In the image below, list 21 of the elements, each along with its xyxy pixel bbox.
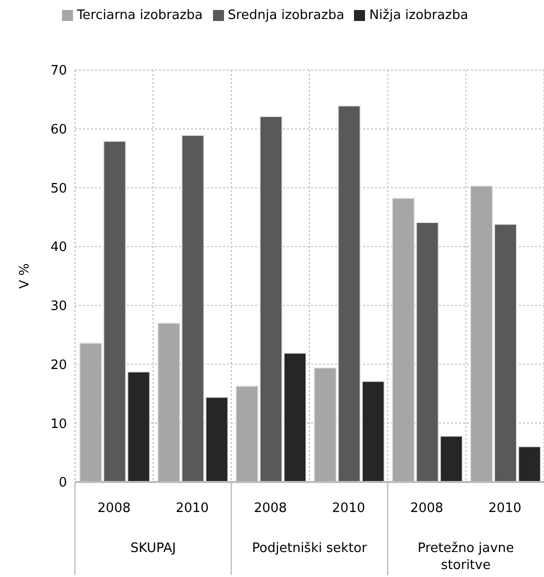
- text: Pretežno javne storitve: [418, 541, 514, 573]
- y-tick-label: 70: [50, 64, 67, 79]
- y-tick-label: 10: [50, 416, 67, 432]
- legend-label: Srednja izobrazba: [228, 8, 344, 23]
- x-tick-label: 2008: [410, 501, 444, 516]
- legend-label: Terciarna izobrazba: [76, 8, 203, 23]
- x-tick-label: 2008: [98, 501, 131, 516]
- y-tick-label: 30: [50, 299, 67, 314]
- y-axis-title: V %: [18, 263, 33, 289]
- y-tick-label: 40: [50, 240, 67, 256]
- x-tick-label: 2010: [176, 501, 209, 516]
- text: Podjetniški sektor: [252, 541, 368, 556]
- x-tick-label: 2008: [254, 501, 287, 516]
- x-tick-label: 2010: [488, 501, 522, 516]
- x-tick-label: 2010: [332, 501, 366, 516]
- legend-label: Nižja izobrazba: [369, 8, 468, 23]
- y-tick-label: 60: [50, 122, 67, 138]
- y-tick-label: 50: [50, 181, 67, 196]
- y-tick-label: 20: [50, 358, 67, 373]
- y-tick-label: 0: [58, 476, 67, 491]
- text: SKUPAJ: [130, 541, 176, 556]
